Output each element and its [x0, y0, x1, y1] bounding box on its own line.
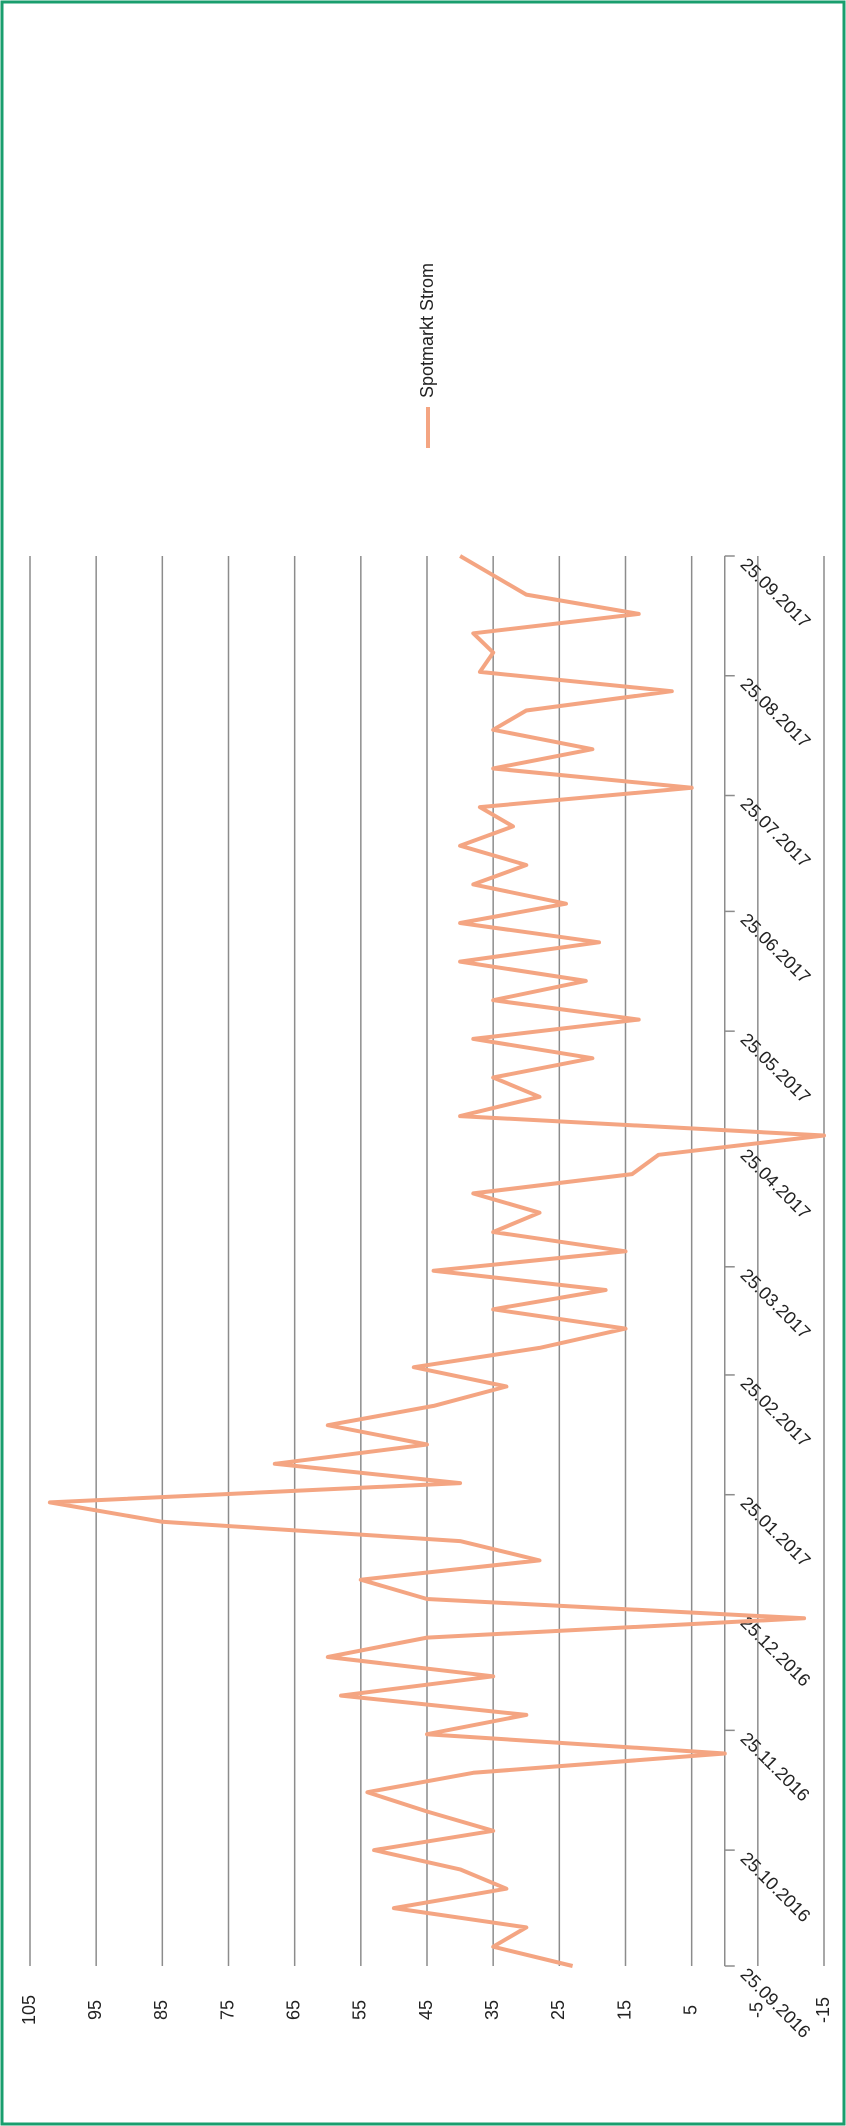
y-tick-label: -5 [747, 2002, 767, 2018]
y-tick-label: 95 [85, 2000, 105, 2020]
x-tick-label: 25.10.2016 [737, 1848, 815, 1926]
y-tick-label: 85 [151, 2000, 171, 2020]
x-tick-label: 25.03.2017 [737, 1265, 815, 1343]
x-tick-label: 25.04.2017 [737, 1145, 815, 1223]
y-tick-label: 35 [482, 2000, 502, 2020]
x-tick-label: 25.06.2017 [737, 909, 815, 987]
line-series [47, 554, 826, 1968]
legend-label: Spotmarkt Strom [417, 263, 437, 398]
y-tick-label: 45 [416, 2000, 436, 2020]
x-tick-label: 25.02.2017 [737, 1373, 815, 1451]
y-tick-label: 65 [283, 2000, 303, 2020]
y-tick-label: 75 [217, 2000, 237, 2020]
x-tick-label: 25.07.2017 [737, 794, 815, 872]
x-tick-label: 25.08.2017 [737, 674, 815, 752]
y-tick-label: 15 [614, 2000, 634, 2020]
x-tick-label: 25.09.2017 [737, 554, 815, 632]
x-tick-label: 25.01.2017 [737, 1493, 815, 1571]
y-tick-label: 25 [548, 2000, 568, 2020]
y-tick-label: 105 [19, 1995, 39, 2025]
x-tick-label: 25.11.2016 [737, 1728, 814, 1805]
y-tick-label: 5 [680, 2005, 700, 2015]
x-tick-label: 25.05.2017 [737, 1029, 815, 1107]
y-tick-label: -15 [813, 1997, 833, 2023]
x-tick-label: 25.12.2016 [737, 1613, 815, 1691]
y-tick-label: 55 [350, 2000, 370, 2020]
